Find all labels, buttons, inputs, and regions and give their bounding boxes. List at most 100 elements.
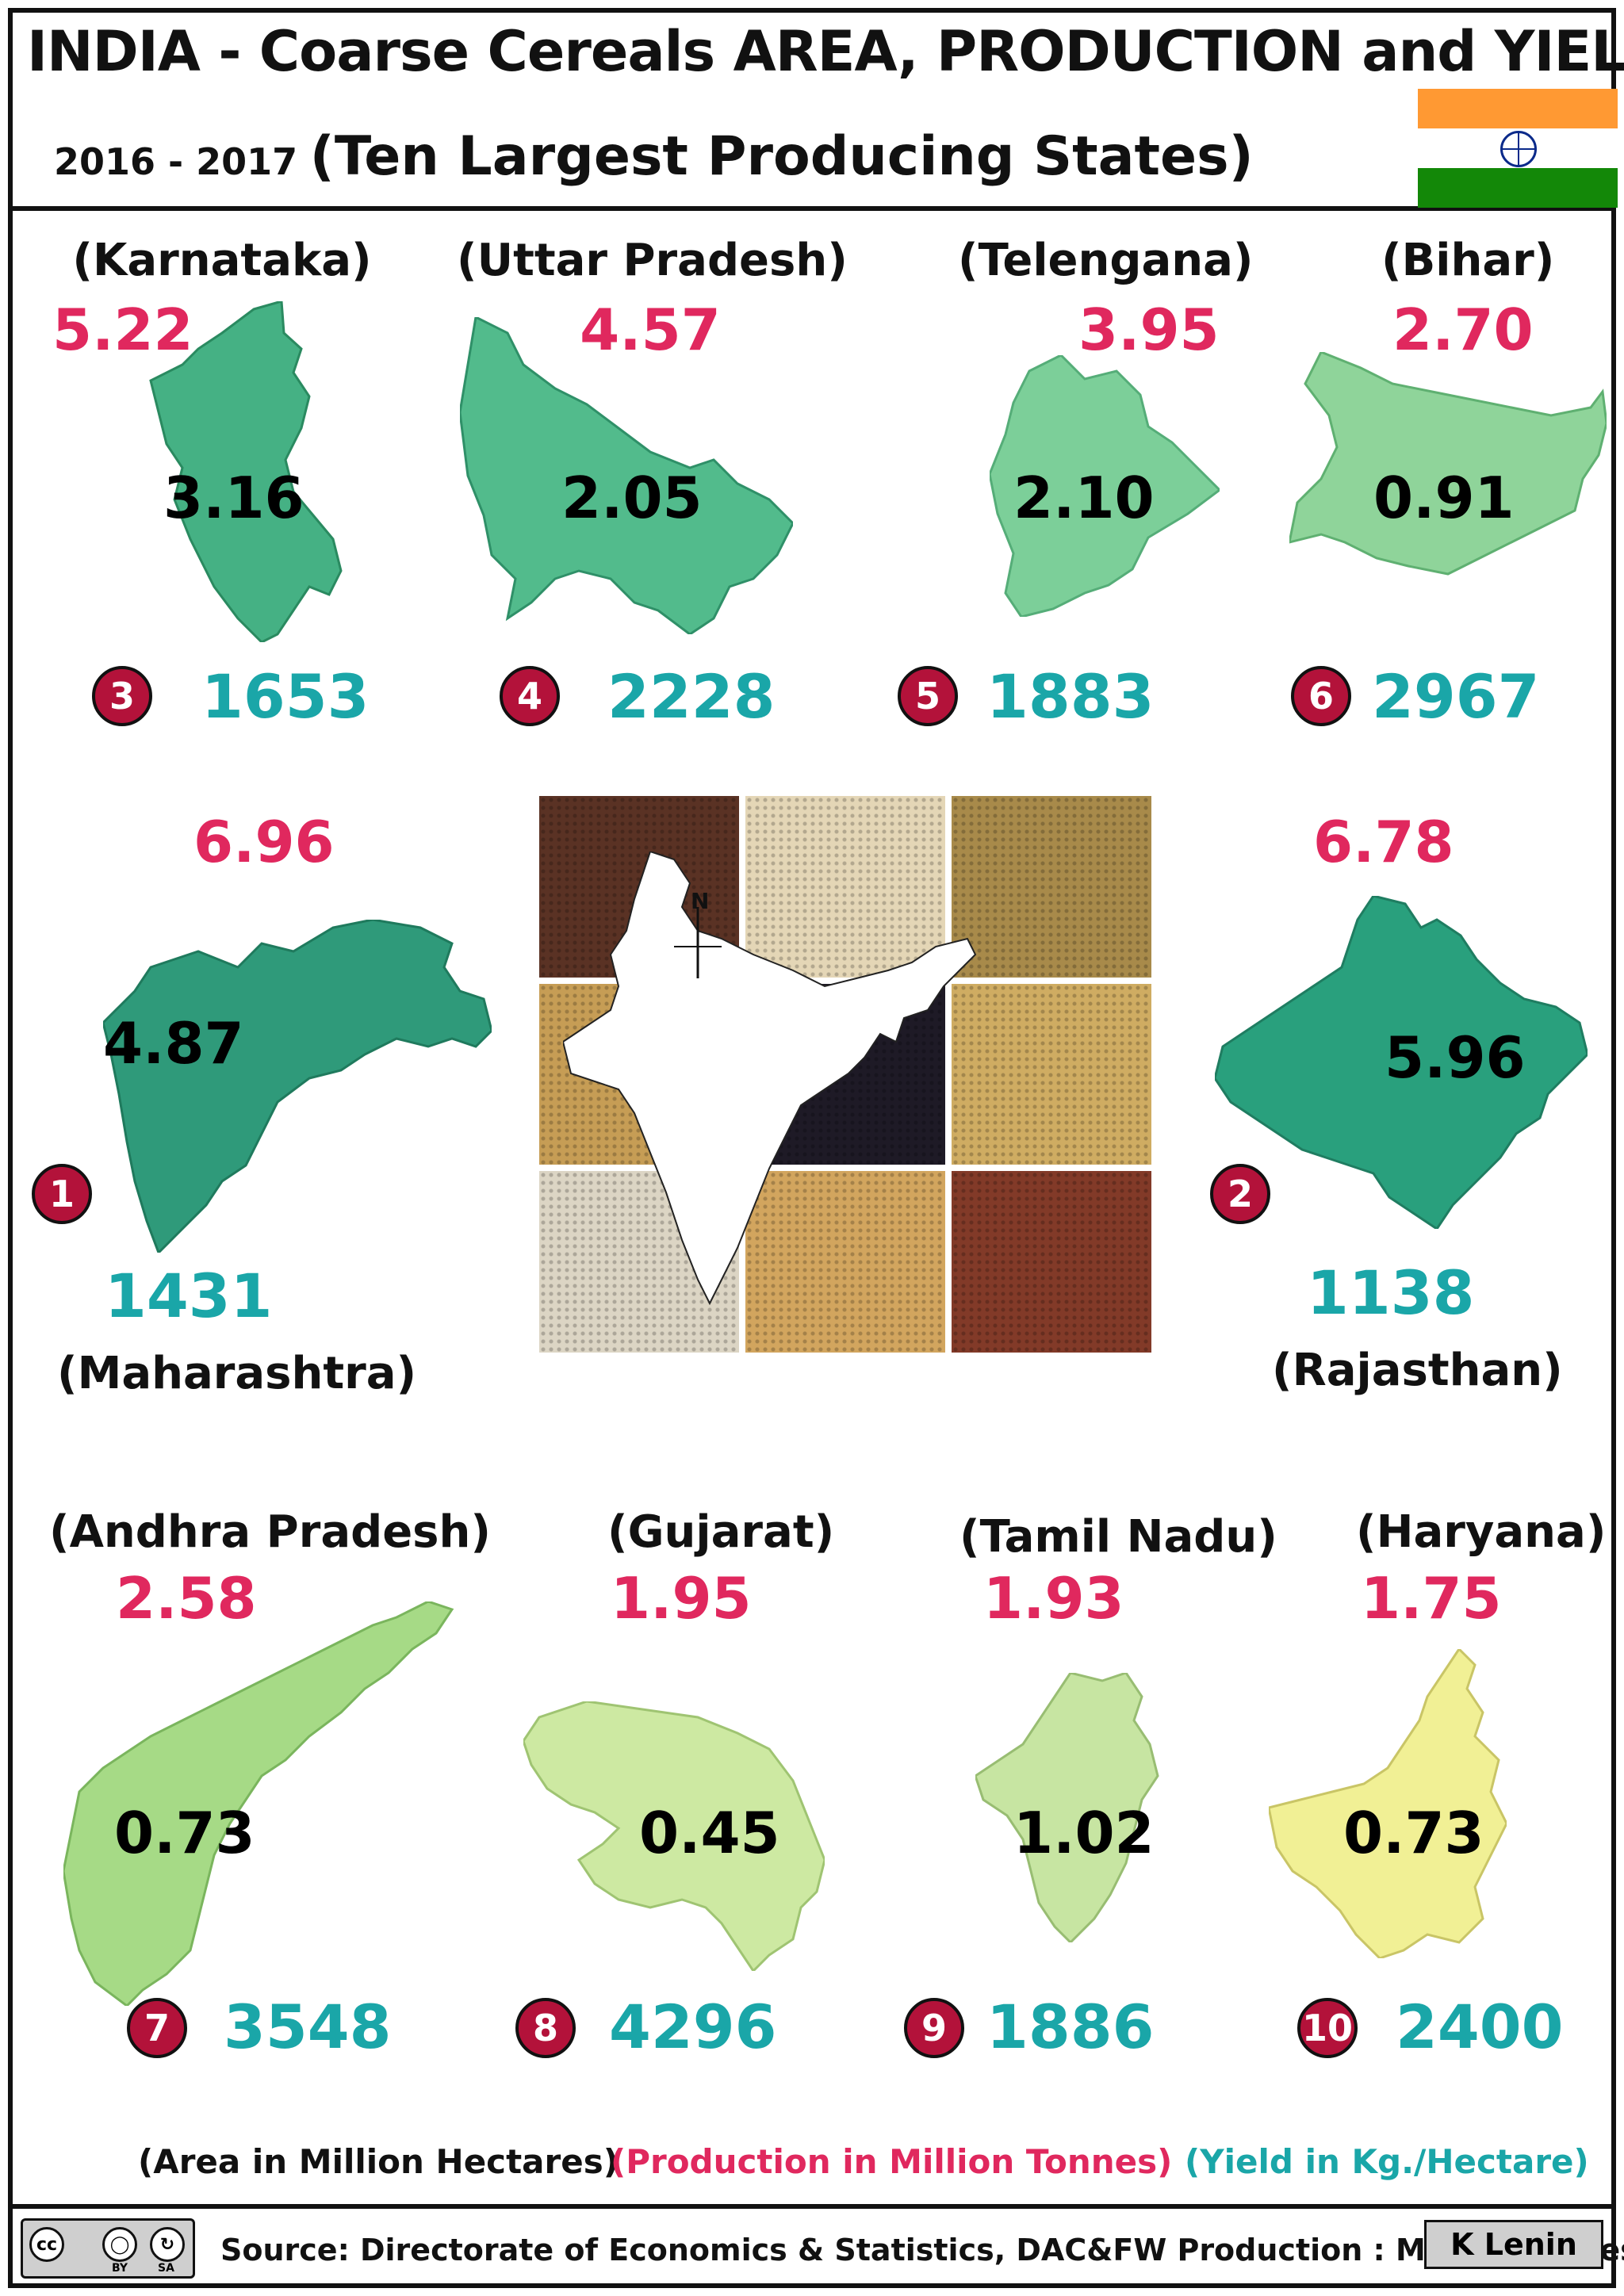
karnataka-map-icon bbox=[149, 301, 343, 642]
india-flag bbox=[1418, 89, 1618, 208]
page-subtitle: 2016 - 2017 (Ten Largest Producing State… bbox=[54, 125, 1254, 188]
rank-badge: 2 bbox=[1210, 1164, 1270, 1224]
author-name: K Lenin bbox=[1450, 2227, 1577, 2262]
yield-value: 1431 bbox=[105, 1261, 273, 1331]
state-card-rajasthan: 6.78 5.96 2 1138 (Rajasthan) bbox=[1205, 809, 1618, 1411]
state-card-andhra-pradesh: (Andhra Pradesh) 2.58 0.73 7 3548 bbox=[40, 1506, 500, 2077]
bihar-map-icon bbox=[1289, 352, 1607, 576]
area-value: 0.73 bbox=[114, 1800, 255, 1866]
yield-value: 2400 bbox=[1396, 1992, 1564, 2062]
yield-value: 1138 bbox=[1307, 1257, 1475, 1328]
yield-value: 1883 bbox=[986, 661, 1155, 732]
telengana-map-icon bbox=[990, 355, 1220, 617]
flag-green-band bbox=[1418, 168, 1618, 208]
cc-by-label: BY bbox=[112, 2262, 128, 2275]
north-compass-label: N bbox=[691, 888, 709, 914]
header: INDIA - Coarse Cereals AREA, PRODUCTION … bbox=[8, 8, 1624, 211]
yield-value: 2228 bbox=[607, 661, 776, 732]
yield-value: 1886 bbox=[986, 1992, 1155, 2062]
subtitle-main: (Ten Largest Producing States) bbox=[309, 125, 1254, 188]
page-title: INDIA - Coarse Cereals AREA, PRODUCTION … bbox=[27, 19, 1624, 84]
rank-badge: 5 bbox=[898, 666, 958, 726]
production-value: 6.78 bbox=[1313, 809, 1454, 875]
cc-icon: cc bbox=[29, 2227, 64, 2262]
state-name: (Rajasthan) bbox=[1272, 1345, 1563, 1396]
subtitle-years: 2016 - 2017 bbox=[54, 140, 298, 183]
area-value: 5.96 bbox=[1385, 1024, 1526, 1091]
production-value: 1.95 bbox=[611, 1565, 752, 1632]
rank-badge: 8 bbox=[515, 1998, 576, 2058]
area-value: 0.91 bbox=[1373, 465, 1515, 531]
haryana-map-icon bbox=[1269, 1649, 1507, 1958]
flag-saffron-band bbox=[1418, 89, 1618, 128]
state-name: (Haryana) bbox=[1356, 1506, 1607, 1558]
production-value: 1.93 bbox=[983, 1565, 1124, 1632]
rank-badge: 6 bbox=[1291, 666, 1351, 726]
production-value: 5.22 bbox=[52, 297, 193, 363]
grain-tile-red-rice bbox=[952, 1171, 1151, 1353]
rank-badge: 1 bbox=[32, 1164, 92, 1224]
yield-value: 2967 bbox=[1372, 661, 1540, 732]
gujarat-map-icon bbox=[523, 1701, 825, 1971]
yield-value: 1653 bbox=[201, 661, 370, 732]
rank-badge: 7 bbox=[127, 1998, 187, 2058]
grain-tile-millet-light bbox=[745, 796, 945, 978]
state-card-uttar-pradesh: (Uttar Pradesh) 4.57 2.05 4 2228 bbox=[457, 235, 848, 742]
grain-tile-brown-rice bbox=[745, 1171, 945, 1353]
grain-collage-image: N bbox=[539, 796, 1151, 1353]
area-value: 2.10 bbox=[1013, 465, 1155, 531]
production-value: 3.95 bbox=[1078, 297, 1220, 363]
production-value: 2.58 bbox=[116, 1565, 257, 1632]
area-value: 3.16 bbox=[163, 465, 304, 531]
legend-yield: (Yield in Kg./Hectare) bbox=[1185, 2142, 1589, 2181]
tamil-nadu-map-icon bbox=[975, 1673, 1159, 1942]
yield-value: 3548 bbox=[224, 1992, 392, 2062]
production-value: 6.96 bbox=[193, 809, 335, 875]
state-card-gujarat: (Gujarat) 1.95 0.45 8 4296 bbox=[508, 1506, 880, 2077]
state-card-haryana: (Haryana) 1.75 0.73 10 2400 bbox=[1269, 1506, 1618, 2077]
state-name: (Andhra Pradesh) bbox=[49, 1506, 491, 1558]
rank-badge: 9 bbox=[904, 1998, 964, 2058]
production-value: 4.57 bbox=[580, 297, 721, 363]
legend-production: (Production in Million Tonnes) bbox=[611, 2142, 1173, 2181]
state-name: (Uttar Pradesh) bbox=[457, 235, 848, 286]
production-value: 1.75 bbox=[1361, 1565, 1502, 1632]
rajasthan-map-icon bbox=[1215, 896, 1588, 1229]
source-note: Source: Directorate of Economics & Stati… bbox=[220, 2233, 1624, 2267]
cc-sa-label: SA bbox=[158, 2262, 174, 2275]
area-value: 0.73 bbox=[1343, 1800, 1484, 1866]
state-name: (Bihar) bbox=[1381, 235, 1555, 286]
state-card-maharashtra: 6.96 4.87 1 1431 (Maharashtra) bbox=[24, 809, 515, 1411]
grain-tile-millet-gold bbox=[952, 983, 1151, 1165]
rank-badge: 10 bbox=[1297, 1998, 1358, 2058]
state-name: (Tamil Nadu) bbox=[959, 1511, 1277, 1563]
by-attribution-icon: ◯ bbox=[102, 2227, 137, 2262]
maharashtra-map-icon bbox=[103, 920, 492, 1253]
uttar-pradesh-map-icon bbox=[460, 317, 793, 634]
state-card-bihar: (Bihar) 2.70 0.91 6 2967 bbox=[1266, 235, 1624, 742]
state-card-telengana: (Telengana) 3.95 2.10 5 1883 bbox=[879, 235, 1259, 742]
production-value: 2.70 bbox=[1392, 297, 1534, 363]
andhra-pradesh-map-icon bbox=[63, 1601, 454, 2006]
author-badge: K Lenin bbox=[1424, 2220, 1603, 2269]
state-name: (Gujarat) bbox=[607, 1506, 835, 1558]
state-name: (Karnataka) bbox=[72, 235, 372, 286]
legend-area: (Area in Million Hectares) bbox=[138, 2142, 619, 2181]
state-card-karnataka: (Karnataka) 5.22 3.16 3 1653 bbox=[40, 235, 420, 742]
footer: cc ◯ ↻ BY SA Source: Directorate of Econ… bbox=[8, 2204, 1624, 2288]
rank-badge: 4 bbox=[500, 666, 560, 726]
grain-tile-wheat bbox=[952, 796, 1151, 978]
yield-value: 4296 bbox=[609, 1992, 777, 2062]
area-value: 1.02 bbox=[1013, 1800, 1155, 1866]
poster-frame bbox=[8, 8, 1616, 2288]
india-map-icon: N bbox=[563, 851, 977, 1306]
rank-badge: 3 bbox=[92, 666, 152, 726]
cc-license-badge: cc ◯ ↻ BY SA bbox=[21, 2218, 195, 2279]
share-alike-icon: ↻ bbox=[150, 2227, 185, 2262]
area-value: 2.05 bbox=[561, 465, 703, 531]
state-name: (Telengana) bbox=[958, 235, 1254, 286]
state-name: (Maharashtra) bbox=[57, 1348, 417, 1399]
state-card-tamil-nadu: (Tamil Nadu) 1.93 1.02 9 1886 bbox=[896, 1506, 1277, 2077]
area-value: 4.87 bbox=[103, 1010, 244, 1077]
ashoka-chakra-icon bbox=[1500, 131, 1537, 167]
